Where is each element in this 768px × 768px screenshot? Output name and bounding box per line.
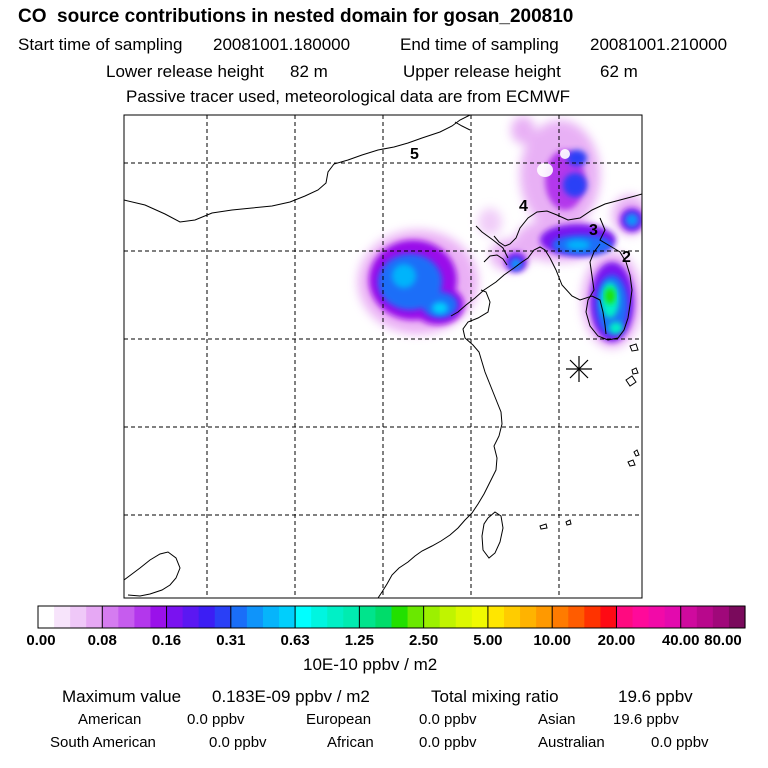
graticule — [124, 115, 642, 598]
colorbar-cell — [327, 606, 344, 628]
tracer-note: Passive tracer used, meteorological data… — [126, 87, 571, 106]
colorbar-cell — [102, 606, 119, 628]
colorbar-cell — [439, 606, 457, 628]
colorbar-cell — [359, 606, 377, 628]
total-mixing-label: Total mixing ratio — [431, 687, 559, 706]
region-asian-value: 19.6 ppbv — [613, 711, 679, 728]
colorbar-cell — [520, 606, 537, 628]
trajectory-label-3: 3 — [589, 222, 598, 239]
trajectory-label-4: 4 — [519, 198, 528, 215]
colorbar-cell — [343, 606, 360, 628]
colorbar-cell — [198, 606, 216, 628]
colorbar-tick-label: 0.00 — [26, 632, 56, 649]
region-european-value: 0.0 ppbv — [419, 711, 477, 728]
colorbar-cell — [728, 606, 746, 628]
region-australian-value: 0.0 ppbv — [651, 734, 709, 751]
colorbar-cell — [471, 606, 489, 628]
colorbar-tick-label: 0.31 — [216, 632, 246, 649]
upper-height-label: Upper release height — [403, 62, 561, 81]
colorbar-cell — [311, 606, 328, 628]
colorbar-cell — [70, 606, 87, 628]
colorbar-cell — [295, 606, 312, 628]
colorbar-cell — [712, 606, 730, 628]
trajectory-label-5: 5 — [410, 146, 419, 163]
region-african-name: African — [327, 734, 374, 751]
concentration-field — [358, 116, 642, 348]
colorbar-frame — [37, 605, 746, 629]
colorbar-cell — [150, 606, 168, 628]
max-value-label: Maximum value — [62, 687, 182, 706]
colorbar-cell — [214, 606, 232, 628]
colorbar-unit: 10E-10 ppbv / m2 — [303, 655, 438, 674]
plot-title: CO source contributions in nested domain… — [18, 6, 574, 27]
end-time-value: 20081001.210000 — [590, 35, 728, 54]
colorbar-cell — [391, 606, 409, 628]
region-american-value: 0.0 ppbv — [187, 711, 245, 728]
colorbar — [37, 605, 746, 629]
colorbar-cell — [648, 606, 666, 628]
colorbar-cell — [552, 606, 569, 628]
max-value: 0.183E-09 ppbv / m2 — [212, 687, 370, 706]
colorbar-cell — [503, 606, 521, 628]
trajectory-label-2: 2 — [622, 249, 631, 266]
colorbar-cell — [664, 606, 682, 628]
colorbar-cell — [407, 606, 425, 628]
region-australian-name: Australian — [538, 734, 605, 751]
colorbar-cell — [54, 606, 71, 628]
colorbar-cell — [262, 606, 280, 628]
colorbar-cell — [134, 606, 152, 628]
region-south-american-value: 0.0 ppbv — [209, 734, 267, 751]
colorbar-tick-label: 20.00 — [597, 632, 636, 649]
colorbar-tick-label: 5.00 — [473, 632, 503, 649]
lower-height-label: Lower release height — [106, 62, 264, 81]
colorbar-cell — [568, 606, 585, 628]
colorbar-cell — [246, 606, 264, 628]
colorbar-tick-label: 0.63 — [280, 632, 310, 649]
colorbar-cell — [423, 606, 441, 628]
colorbar-cell — [118, 606, 136, 628]
colorbar-cell — [600, 606, 618, 628]
colorbar-cell — [696, 606, 714, 628]
colorbar-cell — [616, 606, 634, 628]
colorbar-cell — [230, 606, 248, 628]
region-asian-name: Asian — [538, 711, 576, 728]
upper-height-value: 62 m — [600, 62, 638, 81]
region-african-value: 0.0 ppbv — [419, 734, 477, 751]
colorbar-cell — [536, 606, 553, 628]
colorbar-tick-label: 2.50 — [409, 632, 439, 649]
start-time-label: Start time of sampling — [18, 35, 183, 54]
colorbar-cell — [375, 606, 393, 628]
colorbar-cell — [680, 606, 698, 628]
colorbar-tick-label: 0.08 — [87, 632, 117, 649]
coastline — [124, 115, 642, 598]
colorbar-tick-label: 10.00 — [533, 632, 571, 649]
start-time-value: 20081001.180000 — [213, 35, 351, 54]
total-mixing-value: 19.6 ppbv — [618, 687, 693, 706]
region-american-name: American — [78, 711, 142, 728]
colorbar-cell — [584, 606, 601, 628]
colorbar-cell — [182, 606, 200, 628]
colorbar-cell — [455, 606, 473, 628]
region-european-name: European — [306, 711, 372, 728]
colorbar-tick-label: 40.00 — [661, 632, 700, 649]
lower-height-value: 82 m — [290, 62, 328, 81]
colorbar-tick-label: 80.00 — [704, 632, 742, 649]
colorbar-cell — [38, 606, 55, 628]
colorbar-cell — [279, 606, 296, 628]
colorbar-cell — [632, 606, 650, 628]
colorbar-cell — [86, 606, 103, 628]
colorbar-tick-label: 1.25 — [344, 632, 374, 649]
receptor-marker — [566, 356, 592, 382]
colorbar-cell — [166, 606, 184, 628]
colorbar-tick-label: 0.16 — [151, 632, 182, 649]
end-time-label: End time of sampling — [400, 35, 559, 54]
region-south-american-name: South American — [50, 734, 156, 751]
colorbar-cell — [487, 606, 505, 628]
